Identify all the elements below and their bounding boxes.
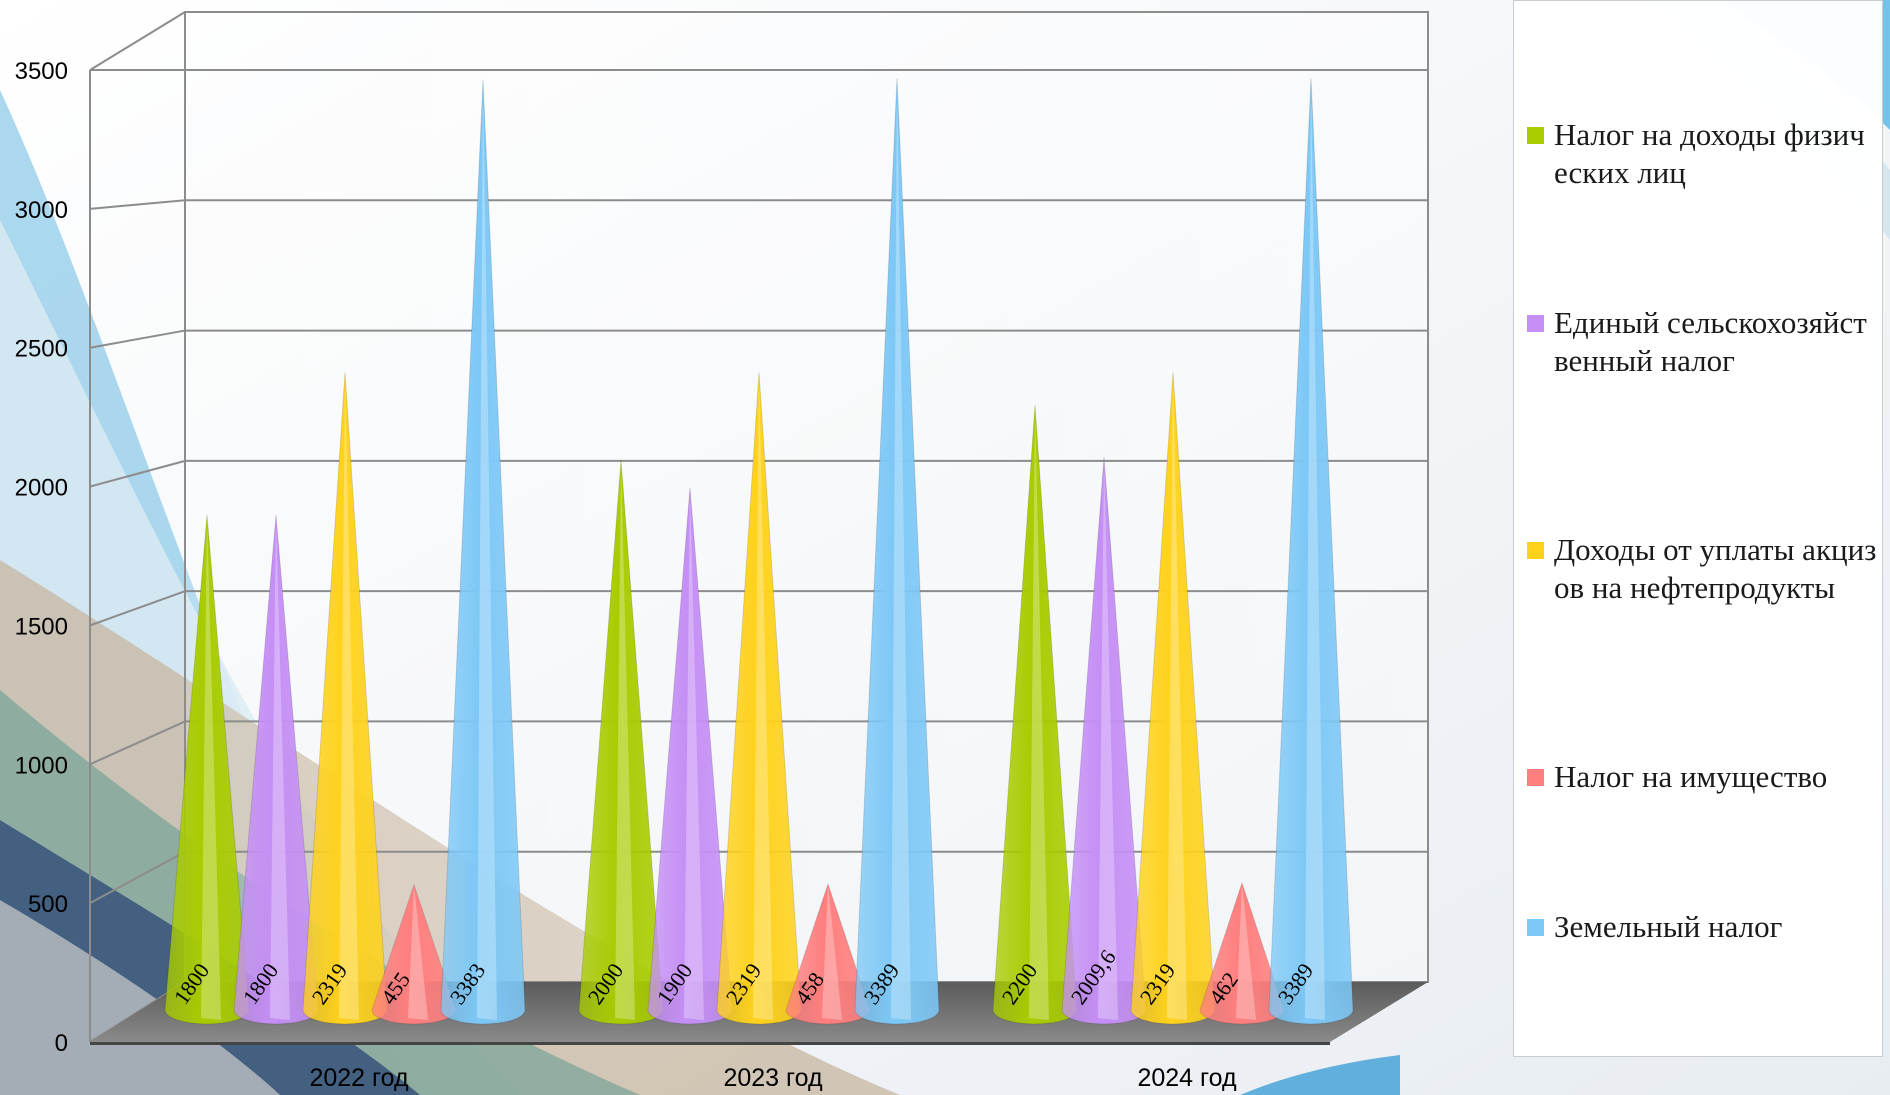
cone-2-4	[1268, 78, 1354, 1025]
cone-highlight-2-1	[1098, 457, 1118, 1020]
legend-swatch-3	[1527, 769, 1544, 786]
y-tick-label-0: 0	[55, 1030, 68, 1057]
gridline-side-6	[89, 199, 186, 210]
cone-highlight-0-0	[201, 515, 221, 1020]
x-axis-ticks: 2022 год 2023 год 2024 год	[309, 1064, 1236, 1092]
cone-highlight-2-0	[1029, 405, 1049, 1020]
legend-item-0: Налог на доходы физических лиц	[1527, 116, 1877, 192]
cone-highlight-1-0	[615, 460, 635, 1020]
cone-highlight-2-4	[1305, 78, 1325, 1020]
side-wall-top-edge	[89, 11, 186, 71]
cone-0-0	[164, 514, 250, 1025]
legend-swatch-0	[1527, 127, 1544, 144]
legend-item-4: Земельный налог	[1527, 908, 1877, 946]
legend: Налог на доходы физических лиц Единый се…	[1513, 0, 1883, 1057]
cone-highlight-2-2	[1167, 372, 1187, 1020]
series-cones	[164, 78, 1354, 1025]
gridline-side-4	[89, 459, 186, 488]
cone-1-4	[854, 78, 940, 1025]
gridline-side-1	[89, 850, 186, 905]
legend-label-2: Доходы от уплаты акцизов на нефтепродукт…	[1554, 532, 1877, 605]
legend-swatch-1	[1527, 315, 1544, 332]
cone-highlight-1-2	[753, 372, 773, 1020]
cone-highlight-0-3	[408, 884, 428, 1020]
legend-label-4: Земельный налог	[1554, 909, 1783, 944]
legend-item-3: Налог на имущество	[1527, 758, 1877, 796]
x-tick-label-1: 2023 год	[723, 1064, 822, 1092]
plot-frame	[89, 11, 1429, 1042]
cone-shape-0-4	[440, 79, 526, 1025]
gridline-side-2	[89, 720, 186, 766]
y-tick-label-4: 2000	[15, 475, 68, 502]
cone-1-1	[647, 487, 733, 1025]
y-tick-label-6: 3000	[15, 197, 68, 224]
cone-highlight-1-4	[891, 78, 911, 1020]
cone-1-3	[785, 882, 871, 1025]
cone-shape-1-4	[854, 78, 940, 1025]
floor-edge	[90, 1042, 1330, 1045]
legend-label-3: Налог на имущество	[1554, 759, 1828, 794]
y-tick-label-3: 1500	[15, 613, 68, 640]
legend-swatch-4	[1527, 919, 1544, 936]
legend-swatch-2	[1527, 542, 1544, 559]
cone-shape-2-4	[1268, 78, 1354, 1025]
x-tick-label-0: 2022 год	[309, 1064, 408, 1092]
back-wall	[184, 11, 1429, 983]
legend-item-2: Доходы от уплаты акцизов на нефтепродукт…	[1527, 531, 1877, 607]
y-tick-label-7: 3500	[15, 58, 68, 85]
cone-0-4	[440, 79, 526, 1025]
y-tick-label-1: 500	[28, 891, 68, 918]
gridline-side-3	[89, 590, 186, 627]
cone-highlight-0-2	[339, 372, 359, 1020]
x-tick-label-2: 2024 год	[1137, 1064, 1236, 1092]
gridline-side-5	[89, 329, 186, 349]
cone-0-1	[233, 514, 319, 1025]
cone-highlight-1-1	[684, 487, 704, 1020]
cone-highlight-0-1	[270, 515, 290, 1020]
legend-item-1: Единый сельскохозяйственный налог	[1527, 304, 1877, 380]
cone-highlight-2-3	[1236, 882, 1256, 1020]
y-tick-label-5: 2500	[15, 336, 68, 363]
y-axis-ticks: 0 500 1000 1500 2000 2500 3000 3500	[15, 58, 68, 1057]
y-tick-label-2: 1000	[15, 752, 68, 779]
cone-highlight-1-3	[822, 884, 842, 1020]
cone-highlight-0-4	[477, 79, 497, 1021]
legend-label-0: Налог на доходы физических лиц	[1554, 117, 1865, 190]
legend-label-1: Единый сельскохозяйственный налог	[1554, 305, 1867, 378]
